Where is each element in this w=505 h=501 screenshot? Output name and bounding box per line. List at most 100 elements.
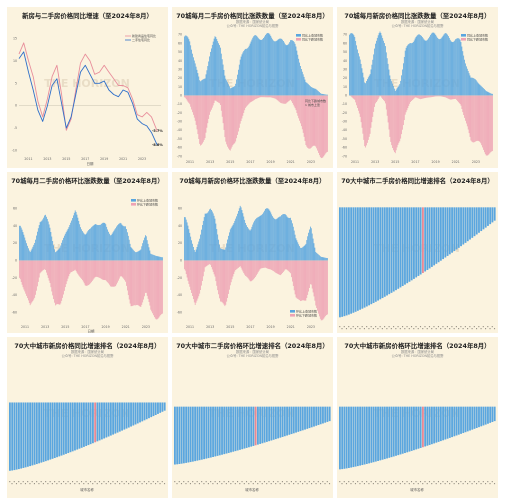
city-tick-label — [410, 481, 413, 483]
city-bar — [324, 406, 327, 423]
bar-down — [301, 260, 303, 301]
bar-down — [440, 95, 442, 97]
bar-up — [439, 39, 440, 96]
city-tick-label — [234, 483, 236, 485]
bar-up — [316, 252, 318, 261]
bar-up — [267, 208, 269, 261]
bar-down — [114, 260, 116, 287]
city-bar — [83, 402, 85, 447]
bar-down — [369, 95, 371, 134]
bar-down — [301, 95, 303, 130]
city-tick-label — [363, 483, 365, 485]
city-bar — [56, 402, 58, 458]
bar-down — [401, 95, 402, 135]
bar-down — [73, 260, 75, 271]
city-tick-label — [399, 328, 401, 330]
bar-up — [188, 39, 190, 96]
bar-down — [194, 260, 196, 306]
city-bar — [163, 402, 166, 411]
bar-up — [299, 62, 300, 96]
bar-up — [43, 217, 45, 261]
chart-plot: THE HORIZON706050403020100-10-20-30-40-5… — [177, 33, 328, 164]
bar-up — [283, 214, 284, 261]
bar-up — [246, 48, 247, 96]
bar-down — [140, 260, 142, 307]
bar-up — [323, 94, 325, 96]
legend-swatch — [290, 310, 295, 313]
bar-up — [296, 50, 298, 96]
bar-down — [462, 95, 464, 113]
city-bar — [424, 207, 427, 272]
bar-up — [266, 208, 268, 261]
bar-up — [71, 220, 72, 261]
bar-down — [217, 260, 219, 291]
bar-down — [274, 260, 276, 273]
bar-down — [409, 95, 411, 104]
bar-up — [240, 207, 242, 261]
bar-up — [280, 216, 282, 261]
city-bar — [182, 406, 185, 464]
bar-down — [228, 260, 229, 294]
bar-up — [188, 229, 190, 261]
bar-down — [138, 260, 140, 306]
bar-up — [490, 93, 492, 96]
bar-down — [154, 260, 155, 318]
chart-title: 70城每月新房价格环比涨跌数量（至2024年8月） — [179, 177, 326, 185]
bar-up — [307, 83, 309, 96]
city-tick-label — [402, 326, 404, 328]
bar-down — [69, 260, 71, 274]
bar-up — [38, 225, 40, 261]
city-tick-label — [415, 326, 417, 328]
city-tick-label — [72, 481, 74, 483]
bar-up — [269, 210, 271, 261]
bar-up — [415, 36, 417, 96]
bar-up — [50, 232, 52, 261]
city-bar — [430, 406, 433, 445]
bar-up — [358, 56, 360, 96]
bar-down — [162, 260, 163, 314]
bar-up — [104, 223, 106, 261]
bar-up — [466, 66, 467, 96]
bar-down — [449, 95, 451, 100]
x-tick-label: 2015 — [226, 160, 234, 164]
bar-up — [118, 223, 120, 261]
bar-down — [190, 95, 192, 107]
city-bar — [426, 406, 429, 446]
bar-up — [326, 94, 327, 96]
bar-up — [433, 32, 435, 96]
bar-down — [95, 260, 97, 277]
city-bar — [274, 406, 277, 440]
bar-down — [206, 260, 208, 266]
bar-up — [454, 40, 456, 96]
bar-up — [488, 92, 490, 96]
city-bar — [339, 406, 341, 470]
bar-up — [83, 233, 85, 261]
bar-down — [72, 260, 73, 272]
city-tick-label — [105, 483, 107, 485]
bar-down — [276, 95, 278, 100]
city-tick-label — [20, 483, 22, 485]
y-tick-label: -40 — [342, 128, 347, 132]
bar-up — [412, 41, 414, 96]
bar-up — [312, 238, 314, 261]
bar-down — [184, 260, 185, 270]
bar-down — [316, 95, 318, 149]
bar-up — [199, 80, 201, 96]
city-tick-label — [187, 481, 189, 483]
city-bar — [464, 406, 467, 433]
bar-up — [383, 40, 384, 96]
city-tick-label — [221, 483, 223, 485]
bar-up — [291, 220, 292, 261]
bar-up — [202, 225, 203, 261]
bar-up — [464, 59, 465, 96]
bar-down — [105, 260, 107, 281]
bar-up — [266, 33, 268, 96]
bar-down — [318, 260, 319, 314]
bar-up — [260, 39, 262, 96]
bar-down — [285, 260, 287, 270]
bar-down — [477, 95, 479, 141]
bar-up — [371, 64, 373, 96]
bar-up — [450, 41, 452, 96]
bar-down — [312, 260, 314, 293]
chart-title: 70大中城市新房价格同比增速排名（2024年8月） — [14, 342, 161, 350]
